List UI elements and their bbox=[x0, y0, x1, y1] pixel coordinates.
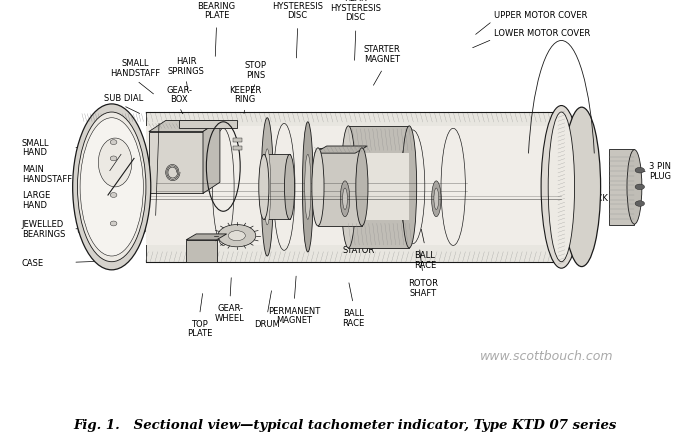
Circle shape bbox=[228, 231, 246, 241]
Ellipse shape bbox=[312, 148, 324, 226]
Text: HAIR
SPRINGS: HAIR SPRINGS bbox=[168, 57, 204, 76]
Bar bbox=[233, 138, 242, 142]
Polygon shape bbox=[186, 234, 226, 240]
Bar bbox=[179, 120, 237, 128]
Circle shape bbox=[635, 201, 644, 206]
Text: STARTER
MAGNET: STARTER MAGNET bbox=[364, 45, 401, 64]
Text: www.scottbouch.com: www.scottbouch.com bbox=[480, 351, 613, 364]
Ellipse shape bbox=[284, 154, 295, 219]
Ellipse shape bbox=[72, 104, 150, 270]
Ellipse shape bbox=[563, 107, 600, 266]
Circle shape bbox=[635, 167, 644, 173]
Ellipse shape bbox=[305, 154, 311, 219]
Bar bbox=[318, 148, 362, 226]
Text: BALL
RACE: BALL RACE bbox=[342, 309, 364, 328]
Text: KEEPER
RING: KEEPER RING bbox=[229, 85, 261, 104]
Text: PERMANENT
MAGNET: PERMANENT MAGNET bbox=[268, 307, 320, 325]
Bar bbox=[264, 154, 290, 219]
Bar bbox=[315, 153, 355, 179]
Ellipse shape bbox=[110, 193, 117, 198]
Text: MAIN
HANDSTAFF: MAIN HANDSTAFF bbox=[22, 165, 72, 184]
Bar bbox=[149, 132, 203, 194]
Text: STATOR: STATOR bbox=[342, 246, 375, 255]
Bar bbox=[233, 146, 242, 150]
Ellipse shape bbox=[343, 188, 347, 210]
Text: FRONT
HYSTERESIS
DISC: FRONT HYSTERESIS DISC bbox=[272, 0, 323, 20]
Ellipse shape bbox=[80, 118, 144, 256]
Polygon shape bbox=[315, 146, 367, 153]
Text: GEAR-
WHEEL: GEAR- WHEEL bbox=[215, 304, 245, 323]
Bar bbox=[609, 149, 634, 225]
Text: LOWER
BEARING
PLATE: LOWER BEARING PLATE bbox=[197, 0, 235, 20]
Text: GEAR-
BOX: GEAR- BOX bbox=[166, 85, 193, 104]
Text: DRUM: DRUM bbox=[255, 320, 280, 329]
Ellipse shape bbox=[261, 118, 273, 256]
Polygon shape bbox=[203, 120, 220, 194]
Bar bbox=[186, 240, 217, 262]
Ellipse shape bbox=[259, 154, 269, 219]
Ellipse shape bbox=[340, 181, 350, 217]
Bar bbox=[146, 126, 562, 245]
Text: 3 PIN
PLUG: 3 PIN PLUG bbox=[649, 163, 671, 181]
Ellipse shape bbox=[431, 181, 441, 217]
Text: LARGE
HAND: LARGE HAND bbox=[22, 191, 50, 210]
Ellipse shape bbox=[627, 150, 642, 224]
Text: ROTOR
SHAFT: ROTOR SHAFT bbox=[408, 279, 437, 298]
Bar bbox=[348, 153, 409, 221]
Text: STOP
PINS: STOP PINS bbox=[245, 61, 267, 80]
Text: BALL
RACE: BALL RACE bbox=[414, 251, 436, 270]
Ellipse shape bbox=[264, 149, 270, 225]
Polygon shape bbox=[78, 199, 145, 262]
Text: SMALL
HAND: SMALL HAND bbox=[22, 139, 49, 157]
Circle shape bbox=[218, 225, 256, 247]
Text: LOWER MOTOR COVER: LOWER MOTOR COVER bbox=[494, 29, 590, 38]
Ellipse shape bbox=[541, 106, 582, 268]
Text: UPPER MOTOR COVER: UPPER MOTOR COVER bbox=[494, 11, 587, 20]
Text: CASE: CASE bbox=[22, 259, 44, 268]
Ellipse shape bbox=[77, 112, 146, 262]
Text: SMALL
HANDSTAFF: SMALL HANDSTAFF bbox=[110, 59, 161, 78]
Ellipse shape bbox=[110, 140, 117, 145]
Text: SUB DIAL: SUB DIAL bbox=[104, 94, 143, 103]
Ellipse shape bbox=[341, 126, 356, 248]
Polygon shape bbox=[146, 112, 562, 262]
Ellipse shape bbox=[548, 112, 575, 262]
Ellipse shape bbox=[402, 126, 417, 248]
Ellipse shape bbox=[434, 188, 439, 210]
Text: JEWELLED
BEARINGS: JEWELLED BEARINGS bbox=[22, 220, 65, 239]
Ellipse shape bbox=[110, 156, 117, 161]
Ellipse shape bbox=[110, 221, 117, 226]
Text: TOP
PLATE: TOP PLATE bbox=[187, 320, 213, 338]
Circle shape bbox=[635, 184, 644, 190]
Polygon shape bbox=[149, 120, 220, 132]
Ellipse shape bbox=[356, 148, 368, 226]
Ellipse shape bbox=[302, 122, 313, 252]
Bar bbox=[348, 126, 409, 248]
Text: BACK PLATE: BACK PLATE bbox=[585, 194, 636, 203]
Text: REAR
HYSTERESIS
DISC: REAR HYSTERESIS DISC bbox=[330, 0, 381, 22]
Ellipse shape bbox=[99, 138, 132, 187]
Text: Fig. 1.   Sectional view—typical tachometer indicator, Type KTD 07 series: Fig. 1. Sectional view—typical tachomete… bbox=[73, 419, 617, 432]
